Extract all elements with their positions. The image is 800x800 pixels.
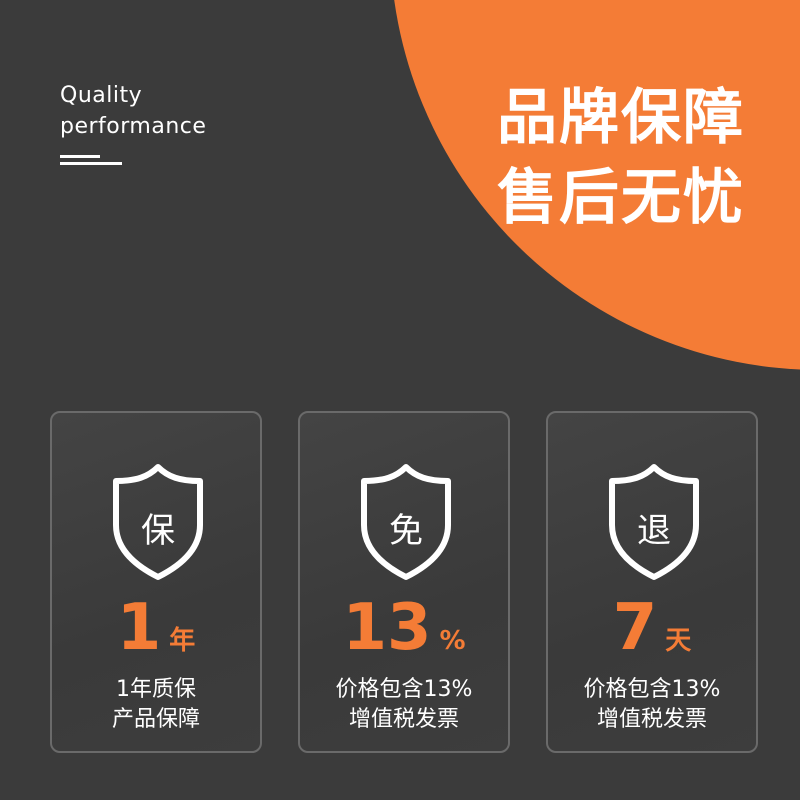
shield-character: 退 [637,511,671,551]
shield-character: 保 [141,511,175,551]
headline-line2: 售后无忧 [497,163,745,233]
description-line1: 价格包含13% [583,677,721,702]
card-description: 1年质保产品保障 [52,675,260,735]
value-unit: 天 [665,626,692,656]
card-description: 价格包含13% 增值税发票 [300,675,508,735]
value-number: 1 [116,591,162,665]
description-line1: 1年质保 [116,677,196,702]
tagline-line2: performance [60,114,207,139]
shield-icon: 免 [356,463,456,583]
shield-icon: 保 [108,463,208,583]
headline-line1: 品牌保障 [497,83,745,153]
value-number: 7 [612,591,658,665]
shield-character: 免 [389,511,423,551]
description-line1: 价格包含13% [335,677,473,702]
tagline-line1: Quality [60,83,143,108]
tagline: Quality performance [60,80,206,142]
description-line2: 增值税发票 [348,707,459,732]
shield-icon: 退 [604,463,704,583]
feature-card: 免 13% 价格包含13% 增值税发票 [298,411,510,753]
decorative-lines [60,155,122,169]
highlight-value: 13% [300,591,508,665]
description-line2: 产品保障 [111,707,200,732]
value-number: 13 [342,591,432,665]
value-unit: 年 [169,626,196,656]
headline: 品牌保障 售后无忧 [497,78,745,238]
card-description: 价格包含13% 增值税发票 [548,675,756,735]
value-unit: % [439,626,466,656]
description-line2: 增值税发票 [596,707,707,732]
